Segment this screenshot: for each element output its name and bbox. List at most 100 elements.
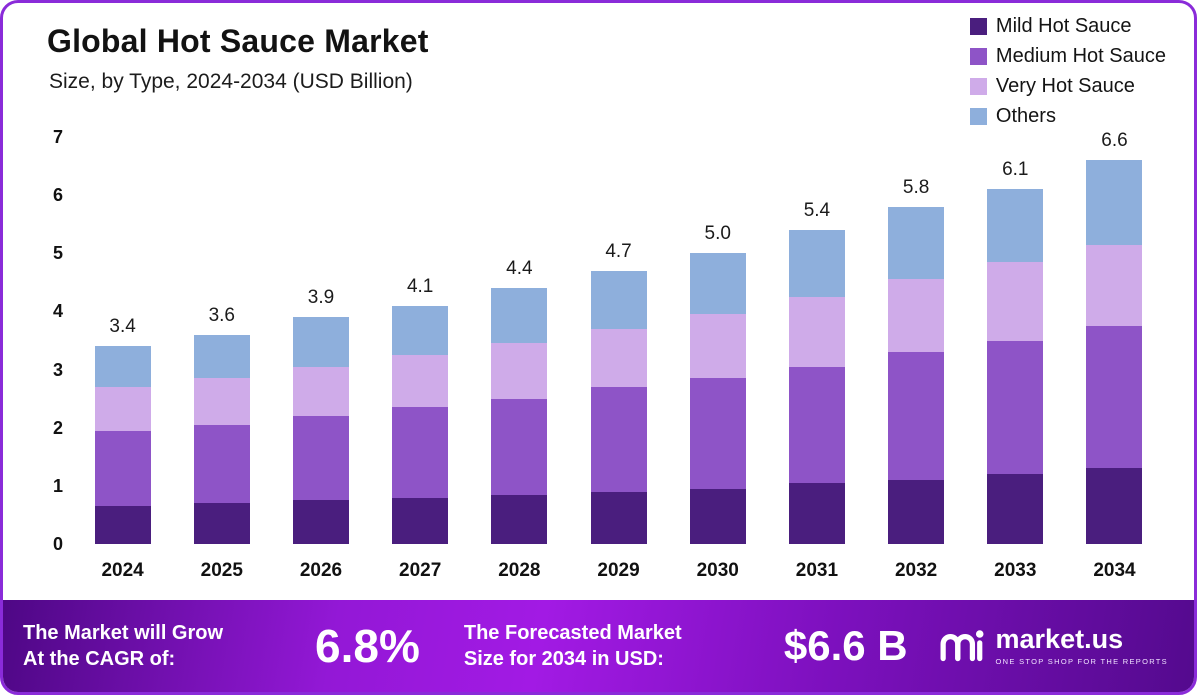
bar-segment-very-hot-sauce <box>590 328 647 388</box>
y-tick-label: 3 <box>52 359 63 380</box>
x-tick-label: 2033 <box>994 560 1037 581</box>
chart-title: Global Hot Sauce Market <box>47 23 429 59</box>
bar-segment-mild-hot-sauce <box>193 503 250 544</box>
bar-segment-medium-hot-sauce <box>392 407 449 498</box>
bar-segment-very-hot-sauce <box>888 279 945 353</box>
x-tick-label: 2030 <box>696 560 739 581</box>
brand-name: market.us <box>995 624 1124 654</box>
bar-segment-medium-hot-sauce <box>193 424 250 504</box>
legend-label: Mild Hot Sauce <box>995 15 1132 37</box>
bar-segment-medium-hot-sauce <box>94 430 151 507</box>
bar-group: 4.4 <box>470 137 569 544</box>
y-axis: 0 1 2 3 4 5 6 7 <box>25 127 73 554</box>
legend-swatch <box>969 108 987 125</box>
legend-item: Mild Hot Sauce <box>969 15 1166 38</box>
chart-subtitle: Size, by Type, 2024-2034 (USD Billion) <box>49 70 413 93</box>
footer-banner: The Market will Grow At the CAGR of: 6.8… <box>3 600 1194 692</box>
bar-group: 4.1 <box>371 137 470 544</box>
bar-segment-mild-hot-sauce <box>94 506 151 544</box>
bar-segment-others <box>888 206 945 280</box>
bar-segment-mild-hot-sauce <box>788 482 845 544</box>
bar-segment-others <box>193 334 250 379</box>
x-tick-label: 2034 <box>1093 560 1136 581</box>
y-tick-label: 7 <box>52 127 63 147</box>
bar-segment-others <box>590 270 647 329</box>
bar-total-label: 3.6 <box>208 304 235 326</box>
bar-stack <box>987 189 1044 544</box>
bar-total-label: 4.7 <box>605 240 632 262</box>
bar-segment-medium-hot-sauce <box>987 340 1044 475</box>
bar-segment-very-hot-sauce <box>689 314 746 379</box>
bar-stack <box>590 270 647 544</box>
bar-segment-others <box>491 288 548 344</box>
forecast-label: The Forecasted Market Size for 2034 in U… <box>464 620 756 673</box>
bar-group: 6.1 <box>966 137 1065 544</box>
brand-tagline: ONE STOP SHOP FOR THE REPORTS <box>995 657 1168 666</box>
stacked-bar-chart: 0 1 2 3 4 5 6 7 3.4 3.6 3.9 4.1 4.4 4.7 5.0 5.4 5.8 6.1 6… <box>25 127 1164 554</box>
bar-segment-mild-hot-sauce <box>491 494 548 544</box>
bar-stack <box>888 206 945 544</box>
y-tick-label: 6 <box>52 185 63 206</box>
bar-segment-medium-hot-sauce <box>590 387 647 492</box>
legend-label: Others <box>995 105 1056 127</box>
bar-stack <box>1086 160 1143 544</box>
bar-segment-very-hot-sauce <box>1086 244 1143 326</box>
y-tick-label: 2 <box>52 417 63 438</box>
bar-segment-others <box>292 317 349 367</box>
x-tick-label: 2026 <box>299 560 343 581</box>
legend-swatch <box>969 78 987 95</box>
bar-segment-medium-hot-sauce <box>292 416 349 501</box>
bar-segment-very-hot-sauce <box>392 355 449 408</box>
bar-segment-very-hot-sauce <box>788 296 845 367</box>
bar-group: 5.4 <box>767 137 866 544</box>
bar-total-label: 6.1 <box>1002 159 1029 181</box>
legend-label: Medium Hot Sauce <box>995 45 1166 67</box>
bar-segment-others <box>689 253 746 315</box>
bar-segment-mild-hot-sauce <box>392 497 449 544</box>
plot-area: 3.4 3.6 3.9 4.1 4.4 4.7 5.0 5.4 5.8 6.1 6.6 <box>73 130 1164 544</box>
cagr-value: 6.8% <box>315 620 420 672</box>
brand: market.us ONE STOP SHOP FOR THE REPORTS <box>940 626 1174 666</box>
y-tick-label: 4 <box>52 301 63 322</box>
bar-group: 3.6 <box>172 137 271 544</box>
bar-segment-mild-hot-sauce <box>888 480 945 544</box>
legend-item: Very Hot Sauce <box>969 75 1166 98</box>
legend: Mild Hot Sauce Medium Hot Sauce Very Hot S… <box>969 15 1166 128</box>
x-tick-label: 2032 <box>894 560 938 581</box>
legend-label: Very Hot Sauce <box>995 75 1135 97</box>
cagr-label-line2: At the CAGR of: <box>23 648 176 670</box>
legend-item: Others <box>969 105 1166 128</box>
bar-total-label: 5.0 <box>704 223 731 245</box>
bar-segment-others <box>987 189 1044 263</box>
bar-total-label: 3.9 <box>307 287 335 309</box>
bar-group: 6.6 <box>1065 130 1164 544</box>
bar-group: 3.9 <box>271 137 370 544</box>
bar-segment-very-hot-sauce <box>292 366 349 417</box>
bar-segment-very-hot-sauce <box>987 262 1044 341</box>
forecast-label-line2: Size for 2034 in USD: <box>463 648 664 670</box>
bar-segment-medium-hot-sauce <box>1086 325 1143 469</box>
bar-segment-mild-hot-sauce <box>987 474 1044 544</box>
bar-group: 4.7 <box>569 137 668 544</box>
y-tick-label: 5 <box>52 243 63 264</box>
bar-segment-others <box>94 346 151 388</box>
bar-stack <box>292 317 349 544</box>
bar-segment-others <box>1086 160 1143 245</box>
bar-group: 3.4 <box>73 137 172 544</box>
bar-segment-mild-hot-sauce <box>590 491 647 544</box>
bar-stack <box>94 346 151 544</box>
bar-total-label: 5.4 <box>803 200 831 222</box>
x-tick-label: 2025 <box>200 560 243 581</box>
legend-swatch <box>969 48 987 65</box>
bar-stack <box>788 230 845 544</box>
bar-stack <box>193 334 250 544</box>
x-tick-label: 2029 <box>597 560 640 581</box>
x-tick-label: 2027 <box>399 560 442 581</box>
bar-segment-medium-hot-sauce <box>788 366 845 483</box>
chart-header: Global Hot Sauce Market Size, by Type, 2… <box>3 3 1194 127</box>
bar-segment-medium-hot-sauce <box>491 398 548 495</box>
legend-swatch <box>969 18 987 35</box>
x-tick-label: 2024 <box>101 560 144 581</box>
bar-group: 5.8 <box>867 137 966 544</box>
